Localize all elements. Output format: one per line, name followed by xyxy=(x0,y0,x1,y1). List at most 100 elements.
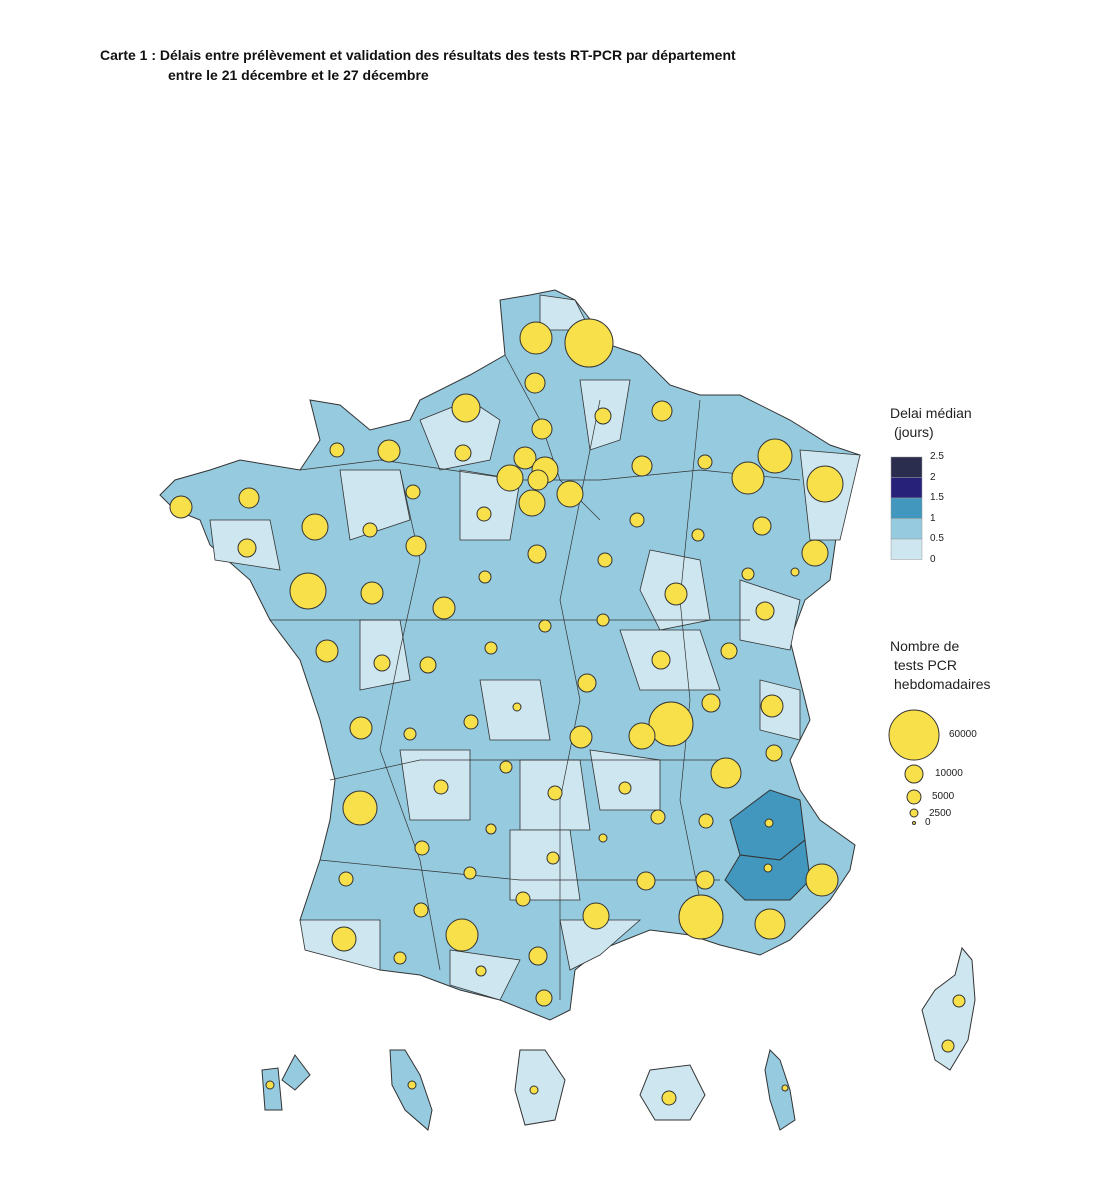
test-count-bubble-91 xyxy=(535,989,553,1007)
test-count-bubble-28 xyxy=(691,528,705,542)
test-count-bubble-47 xyxy=(419,656,437,674)
test-count-bubble-16 xyxy=(631,455,653,477)
test-count-bubble-7 xyxy=(329,442,345,458)
test-count-bubble-68 xyxy=(485,823,497,835)
department-light-10 xyxy=(589,749,661,811)
mainland-france xyxy=(159,289,861,1021)
test-count-bubble-94 xyxy=(265,1080,275,1090)
test-count-bubble-0 xyxy=(519,321,553,355)
test-count-bubble-88 xyxy=(393,951,407,965)
test-count-bubble-20 xyxy=(806,465,844,503)
test-count-bubble-56 xyxy=(463,714,479,730)
test-count-bubble-9 xyxy=(454,444,472,462)
department-light-11 xyxy=(509,829,581,901)
test-count-bubble-80 xyxy=(805,863,839,897)
title-line-2: entre le 21 décembre et le 27 décembre xyxy=(168,67,429,83)
test-count-bubble-19 xyxy=(731,461,765,495)
test-count-bubble-87 xyxy=(445,918,479,952)
test-count-bubble-78 xyxy=(695,870,715,890)
test-count-bubble-6 xyxy=(531,418,553,440)
test-count-bubble-38 xyxy=(478,570,492,584)
test-count-bubble-60 xyxy=(569,725,593,749)
delay-legend-swatch-3 xyxy=(890,518,923,540)
test-count-bubble-54 xyxy=(349,716,373,740)
mayotte xyxy=(764,1049,796,1131)
test-count-bubble-10 xyxy=(513,446,537,470)
delay-legend-swatch-0 xyxy=(890,456,923,478)
test-count-bubble-64 xyxy=(499,760,513,774)
size-legend-circle-4 xyxy=(912,821,916,825)
size-legend-circle-2 xyxy=(906,789,922,805)
delay-legend-label-0: 2.5 xyxy=(930,451,944,462)
test-count-bubble-59 xyxy=(628,722,656,750)
tests-legend-title-1: Nombre de xyxy=(890,638,960,654)
department-light-2 xyxy=(339,469,411,541)
test-count-bubble-97 xyxy=(661,1090,677,1106)
test-count-bubble-61 xyxy=(765,744,783,762)
delay-legend-label-3: 1 xyxy=(930,512,936,524)
test-count-bubble-98 xyxy=(781,1084,789,1092)
title-line-1: Carte 1 : Délais entre prélèvement et va… xyxy=(100,47,736,63)
test-count-bubble-69 xyxy=(598,833,608,843)
test-count-bubble-37 xyxy=(360,581,384,605)
size-label-0: 0 xyxy=(925,817,931,828)
test-count-bubble-25 xyxy=(301,513,329,541)
test-count-bubble-33 xyxy=(597,552,613,568)
test-count-bubble-49 xyxy=(651,650,671,670)
test-count-bubble-57 xyxy=(512,702,522,712)
test-count-bubble-17 xyxy=(697,454,713,470)
test-count-bubble-96 xyxy=(529,1085,539,1095)
tests-legend-title: Nombre de tests PCR hebdomadaires xyxy=(890,637,991,694)
test-count-bubble-22 xyxy=(238,487,260,509)
test-count-bubble-55 xyxy=(403,727,417,741)
test-count-bubble-43 xyxy=(596,613,610,627)
test-count-bubble-95 xyxy=(407,1080,417,1090)
test-count-bubble-26 xyxy=(362,522,378,538)
test-count-bubble-44 xyxy=(755,601,775,621)
delay-legend-label-2: 1.5 xyxy=(930,492,944,503)
test-count-bubble-18 xyxy=(757,438,793,474)
test-count-bubble-42 xyxy=(538,619,552,633)
size-legend-circle-0 xyxy=(888,709,940,761)
size-label-60000: 60000 xyxy=(949,729,977,740)
department-light-13 xyxy=(449,949,521,1001)
department-light-14 xyxy=(559,919,642,971)
test-count-bubble-76 xyxy=(463,866,477,880)
test-count-bubble-32 xyxy=(527,544,547,564)
test-count-bubble-41 xyxy=(432,596,456,620)
test-count-bubble-81 xyxy=(413,902,429,918)
test-count-bubble-21 xyxy=(169,495,193,519)
test-count-bubble-82 xyxy=(515,891,531,907)
delay-legend-swatch-2 xyxy=(890,497,923,519)
test-count-bubble-1 xyxy=(564,318,614,368)
test-count-bubble-71 xyxy=(698,813,714,829)
guadeloupe-grande-terre xyxy=(281,1054,311,1091)
test-count-bubble-50 xyxy=(720,642,738,660)
delay-legend-swatch-4 xyxy=(890,538,923,560)
test-count-bubble-45 xyxy=(315,639,339,663)
test-count-bubble-13 xyxy=(527,469,549,491)
size-legend-circle-1 xyxy=(904,764,924,784)
delay-legend-label-1: 2 xyxy=(930,471,936,483)
delay-legend-label-4: 0.5 xyxy=(930,533,944,544)
test-count-bubble-92 xyxy=(952,994,966,1008)
test-count-bubble-93 xyxy=(941,1039,955,1053)
test-count-bubble-90 xyxy=(475,965,487,977)
guyane xyxy=(514,1049,566,1126)
test-count-bubble-67 xyxy=(710,757,742,789)
test-count-bubble-4 xyxy=(594,407,612,425)
size-label-2500: 2500 xyxy=(929,808,952,819)
corsica xyxy=(921,946,976,1071)
test-count-bubble-52 xyxy=(701,693,721,713)
test-count-bubble-51 xyxy=(577,673,597,693)
size-label-5000: 5000 xyxy=(932,791,955,802)
test-count-bubble-31 xyxy=(405,535,427,557)
test-count-bubble-2 xyxy=(524,372,546,394)
test-count-bubble-23 xyxy=(405,484,421,500)
size-legend-circle-3 xyxy=(909,808,919,818)
test-count-bubble-75 xyxy=(338,871,354,887)
test-count-bubble-36 xyxy=(289,572,327,610)
test-count-bubble-89 xyxy=(528,946,548,966)
test-count-bubble-40 xyxy=(741,567,755,581)
test-count-bubble-35 xyxy=(790,567,800,577)
